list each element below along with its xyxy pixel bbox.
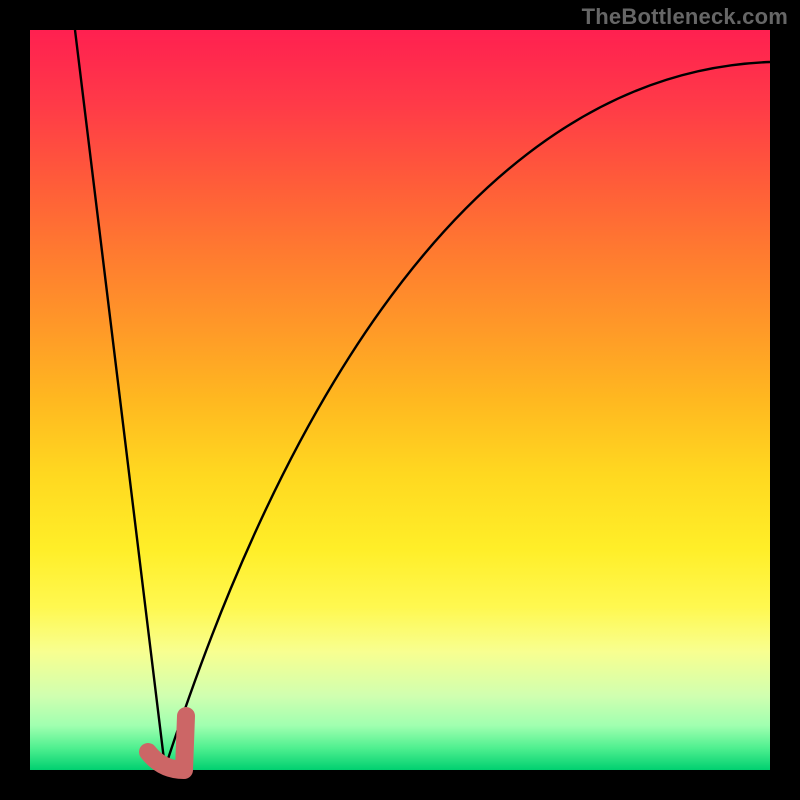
plot-background [30, 30, 770, 770]
chart-container: TheBottleneck.com [0, 0, 800, 800]
chart-svg [0, 0, 800, 800]
watermark-text: TheBottleneck.com [582, 4, 788, 30]
